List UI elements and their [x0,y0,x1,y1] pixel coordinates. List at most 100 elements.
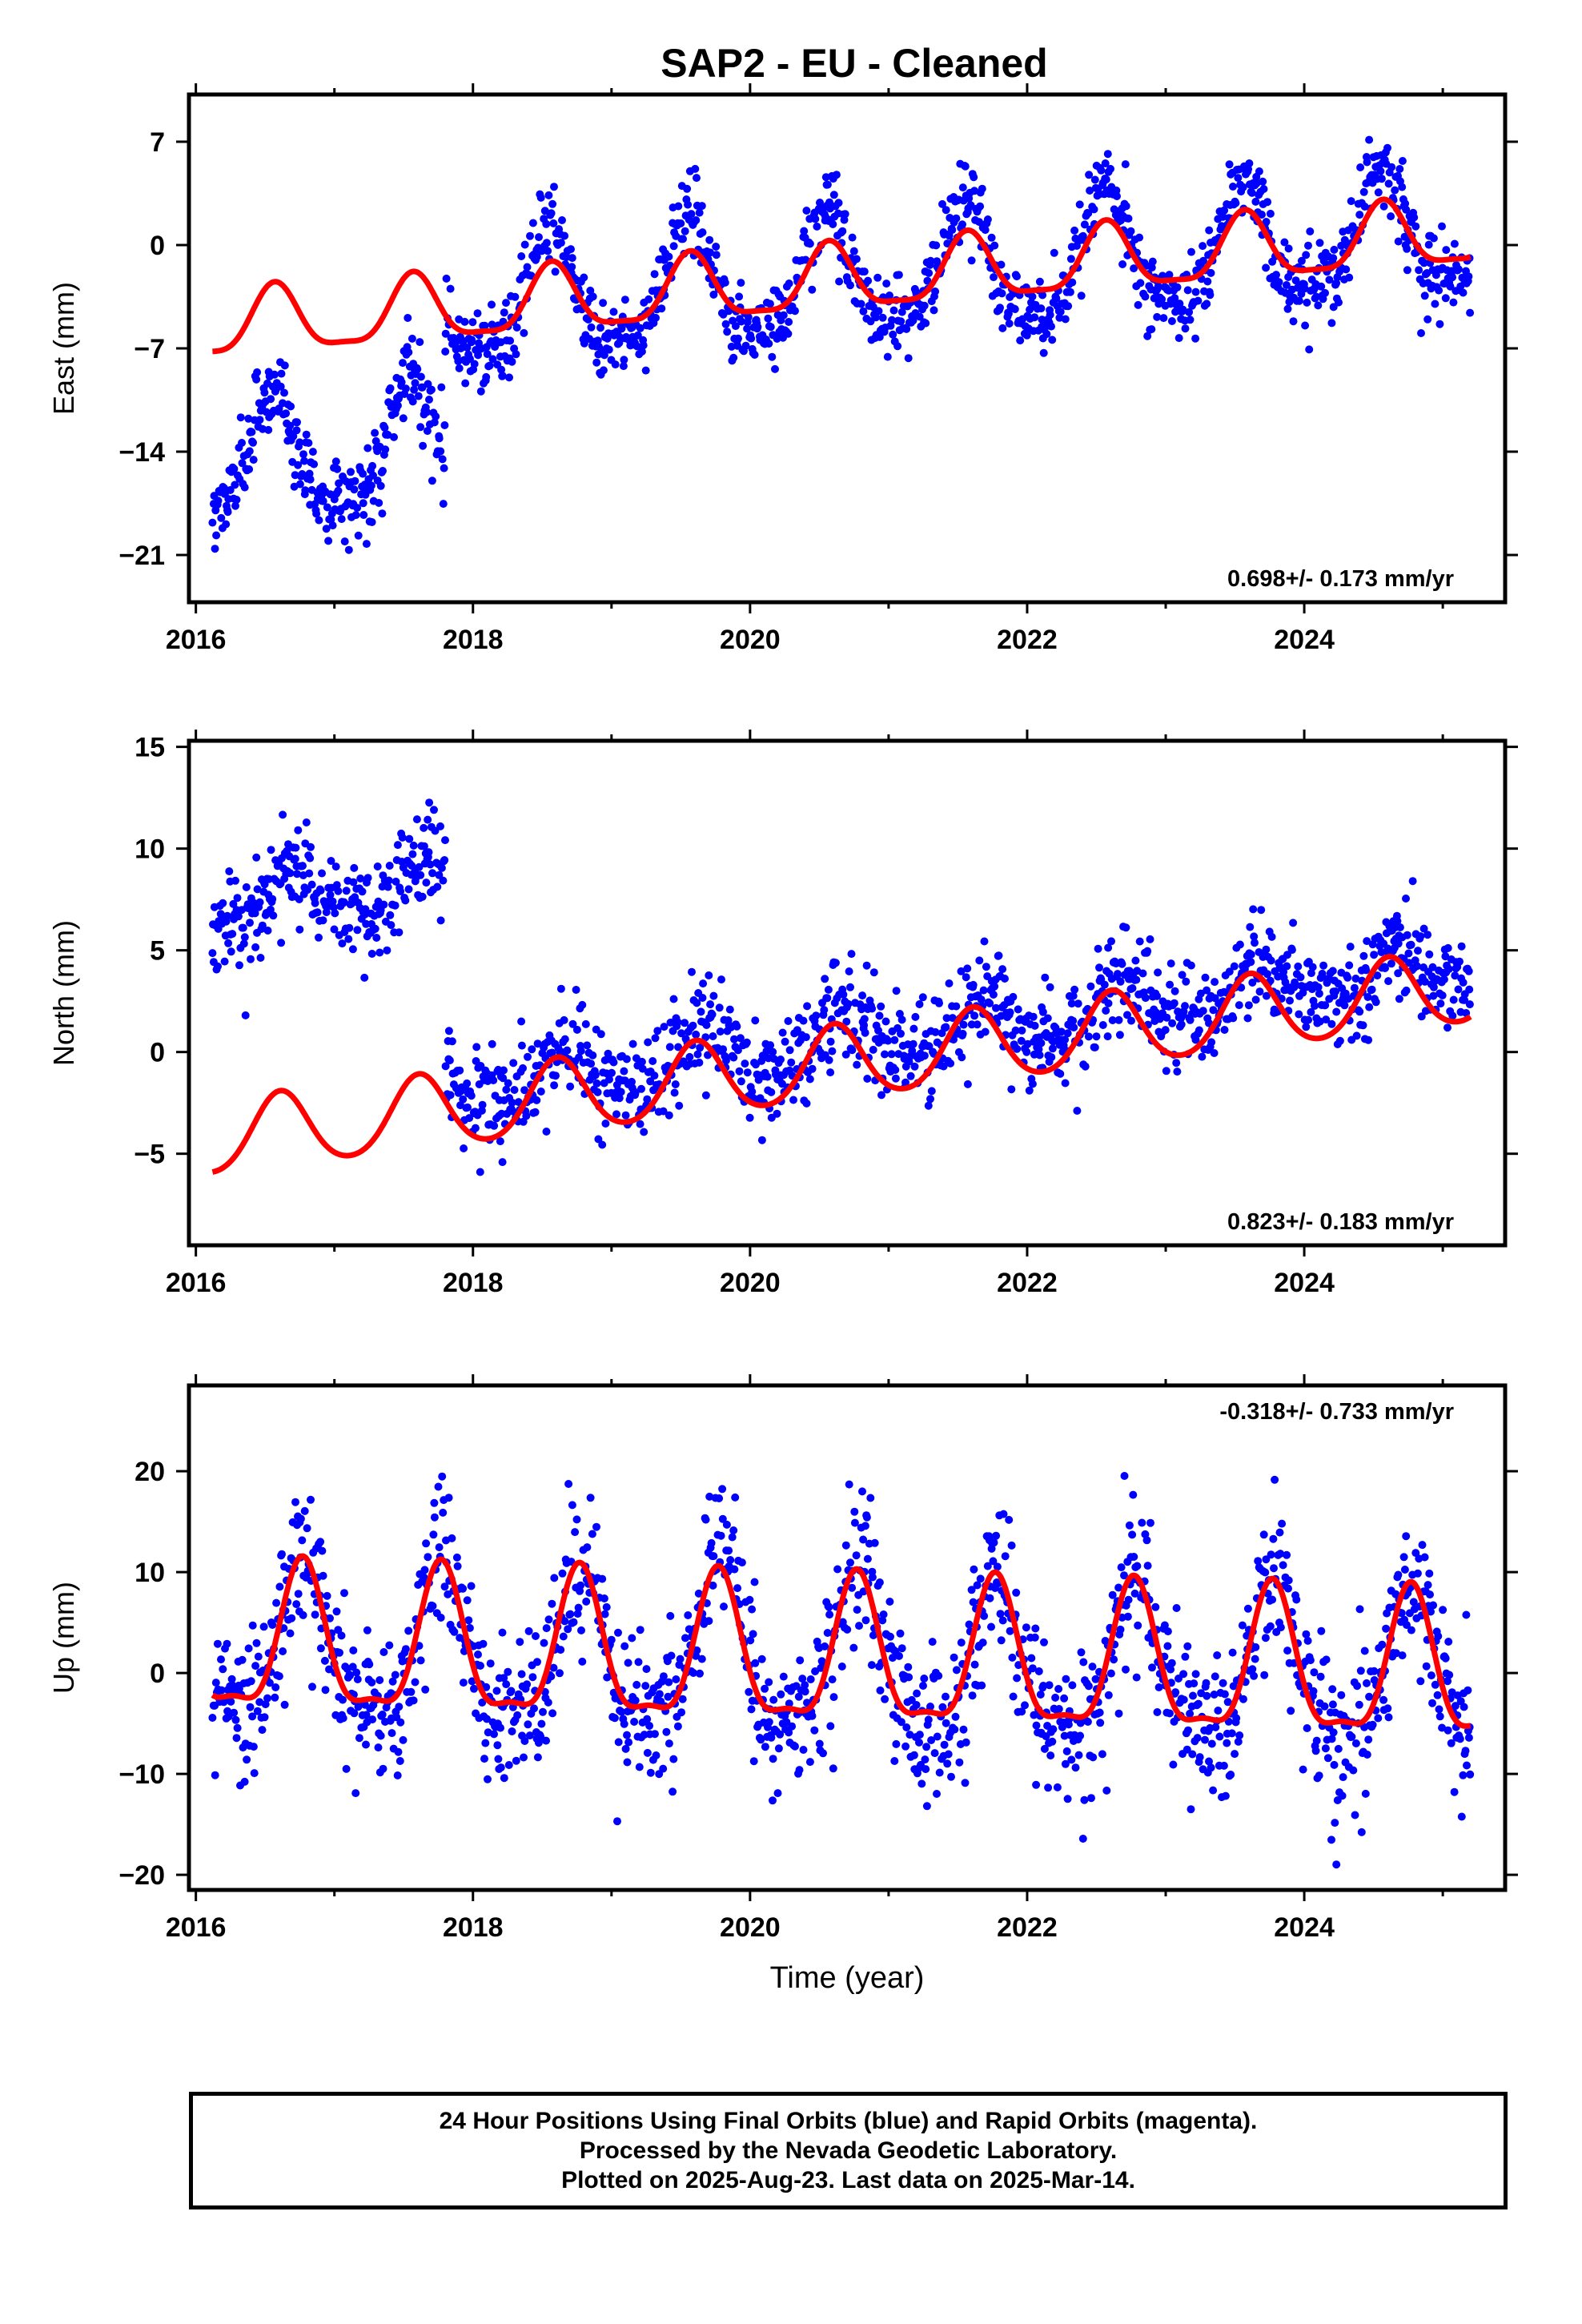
data-point [294,1590,303,1598]
data-point [948,226,957,235]
data-point [905,1673,913,1682]
data-point [404,314,412,322]
data-point [319,497,327,505]
data-point [496,1723,504,1732]
data-point [644,1038,652,1047]
data-point [351,1789,360,1798]
data-point [1087,1794,1095,1803]
data-point [446,284,455,293]
data-point [572,1515,581,1524]
data-point [915,1738,923,1747]
data-point [981,1027,990,1036]
data-point [1346,943,1355,951]
data-point [1331,987,1340,995]
y-tick-label: −21 [118,541,165,571]
data-point [659,1764,668,1773]
data-point [1063,1029,1072,1038]
data-point [1356,163,1365,171]
data-point [1183,286,1192,295]
data-point [1123,1011,1131,1019]
data-point [708,1010,717,1019]
data-point [967,1586,976,1594]
data-point [275,1582,284,1591]
data-point [1403,1621,1411,1630]
data-point [253,368,262,376]
data-point [722,1520,731,1529]
footer-line-orbits: 24 Hour Positions Using Final Orbits (bl… [439,2108,1258,2134]
data-point [723,328,732,336]
data-point [247,428,256,436]
data-point [980,1611,989,1620]
data-point [878,1616,887,1625]
data-point [1368,1720,1377,1729]
data-point [888,316,896,324]
data-point [489,1076,498,1084]
data-point [697,1007,705,1016]
data-point [839,990,848,999]
data-point [600,351,608,360]
data-point [1037,1039,1046,1047]
data-point [1135,233,1144,242]
data-point [1220,1690,1229,1699]
data-point [307,842,315,851]
data-point [1310,1668,1319,1677]
data-point [1342,265,1351,274]
data-point [602,1602,611,1611]
data-point [470,1684,478,1693]
data-point [1251,1642,1260,1651]
data-point [464,1616,473,1625]
data-point [1316,1672,1325,1681]
data-point [1107,937,1115,946]
data-point [795,1766,804,1775]
data-point [1287,946,1296,955]
data-point [399,414,408,423]
data-point [1036,1691,1045,1699]
data-point [424,848,433,857]
data-point [926,256,935,265]
data-point [788,1722,797,1731]
data-point [671,1080,680,1088]
data-point [665,1678,673,1687]
data-point [1248,979,1257,987]
data-point [1365,135,1374,144]
data-point [623,1731,631,1739]
data-point [1266,1622,1275,1630]
data-point [1205,226,1214,235]
data-point [1429,983,1438,991]
data-point [440,464,448,472]
data-point [1007,1085,1016,1094]
data-point [1328,967,1337,975]
data-point [892,1739,901,1748]
data-point [279,1647,287,1655]
data-point [650,270,659,279]
data-point [829,191,838,199]
data-point [620,1719,628,1728]
data-point [1210,1049,1219,1057]
data-point [1279,1561,1287,1570]
data-point [287,1614,296,1622]
data-point [533,1039,542,1048]
data-point [1090,1043,1099,1051]
data-point [607,1635,616,1644]
data-point [841,210,849,219]
data-point [967,256,976,265]
data-point [246,1703,255,1711]
data-point [388,1677,397,1686]
data-point [946,1059,955,1068]
data-point [1184,1726,1192,1735]
data-point [692,1030,701,1039]
data-point [228,930,237,939]
data-point [238,1655,247,1664]
data-point [630,1718,639,1726]
data-point [1101,159,1110,167]
data-point [560,1015,568,1024]
data-point [1405,959,1413,967]
data-point [769,1755,777,1763]
data-point [340,537,349,546]
data-point [1186,1709,1195,1718]
data-point [438,455,447,464]
data-point [882,279,891,288]
data-point [390,432,398,441]
data-point [1225,967,1234,976]
data-point [766,1041,775,1050]
